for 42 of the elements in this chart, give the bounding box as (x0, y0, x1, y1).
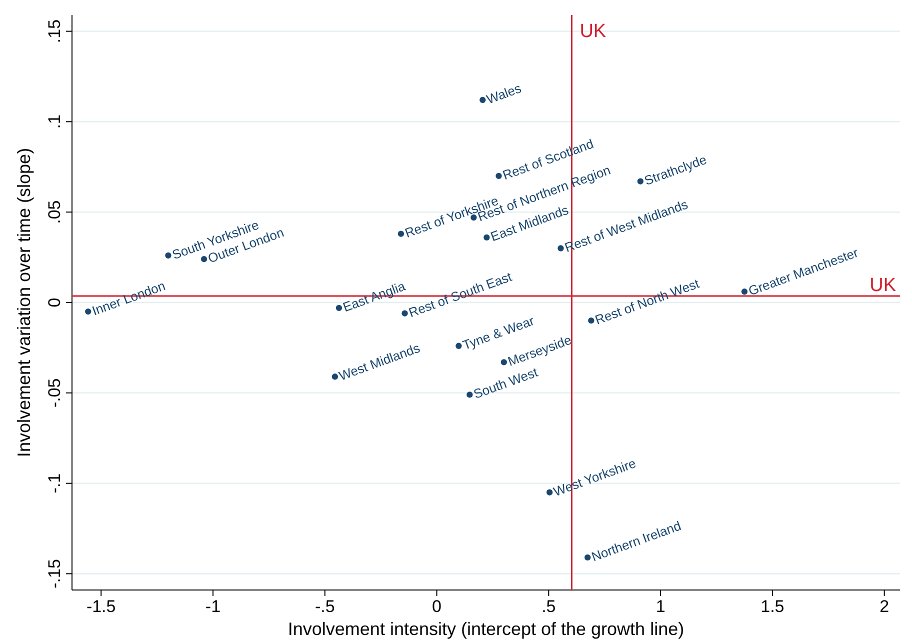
x-tick-label: 1 (656, 597, 666, 616)
point (85, 308, 92, 315)
annotation: Rest of North West (593, 276, 702, 328)
y-tick-label: -.15 (45, 559, 64, 588)
point (165, 252, 172, 259)
y-tick-label: -.05 (45, 378, 64, 408)
point (466, 392, 473, 398)
x-tick-label: 0 (432, 597, 442, 616)
point (398, 230, 404, 237)
x-tick-label: 2 (880, 597, 890, 616)
point (637, 178, 644, 184)
point (484, 234, 490, 240)
x-tick-label: -1 (205, 597, 221, 616)
point (496, 172, 502, 180)
y-tick-label: -.1 (45, 473, 64, 494)
point (558, 245, 564, 252)
y-tick-label: .05 (45, 200, 64, 224)
ref-line-label: UK (580, 21, 606, 42)
annotation: East Anglia (340, 278, 408, 315)
ref-line-label: UK (870, 274, 896, 296)
x-tick-label: 1.5 (760, 597, 784, 616)
point (336, 304, 342, 312)
x-axis-title: Involvement intensity (intercept of the growth line) (288, 619, 684, 639)
point (332, 374, 338, 380)
annotation: Wales (484, 80, 524, 107)
y-tick-label: .15 (45, 19, 64, 44)
x-tick-label: .5 (542, 597, 556, 616)
point (588, 318, 594, 324)
point (584, 554, 591, 561)
annotation: Inner London (90, 278, 168, 318)
x-tick-label: -1.5 (86, 597, 116, 616)
y-axis-title: Involvement variation over time (slope) (14, 148, 34, 458)
point (480, 96, 486, 104)
y-tick-label: .1 (45, 114, 64, 129)
y-tick-label: 0 (45, 298, 64, 308)
annotation: Rest of South East (406, 268, 514, 320)
point (741, 288, 748, 295)
point (546, 489, 553, 496)
point (456, 342, 462, 349)
point (500, 359, 507, 366)
x-tick-label: -.5 (314, 597, 335, 616)
point (402, 310, 408, 316)
